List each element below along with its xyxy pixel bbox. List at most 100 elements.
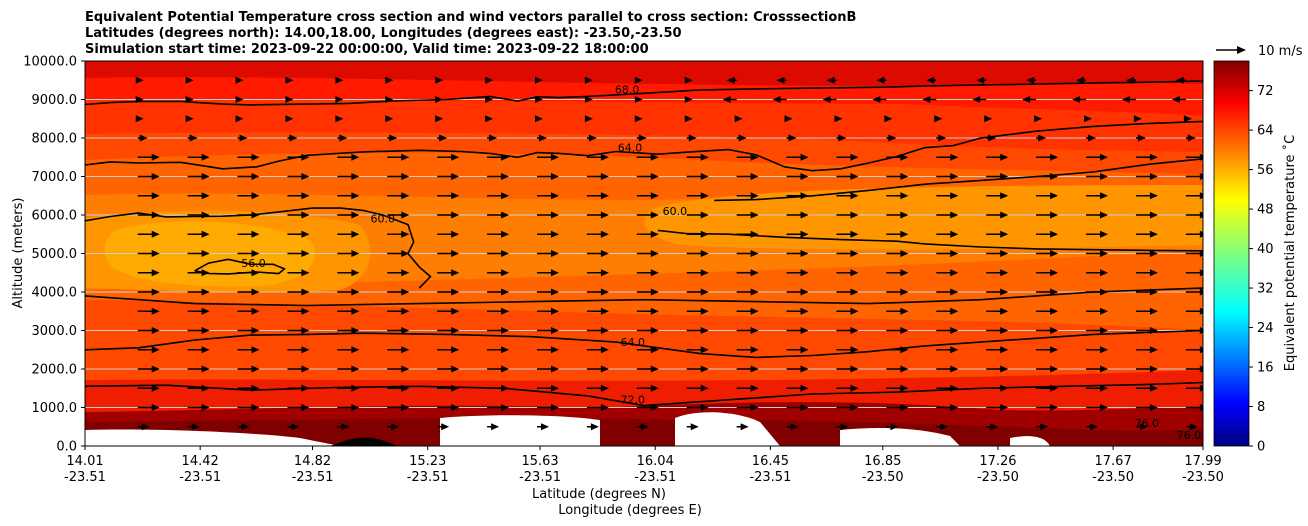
wind-arrow-head: [700, 192, 709, 200]
x-tick-label-lon: -23.51: [749, 470, 791, 485]
wind-arrow-head: [301, 211, 310, 219]
wind-arrow-head: [690, 423, 699, 431]
wind-arrow-head: [551, 269, 560, 277]
wind-arrow-head: [351, 173, 360, 180]
y-tick-label: 3000.0: [32, 324, 78, 339]
colorbar-tick-label: 24: [1257, 321, 1274, 336]
wind-arrow-head: [950, 230, 959, 238]
colorbar-label: Equivalent potential temperature ˚C: [1282, 135, 1298, 371]
contour-line: [85, 207, 432, 289]
wind-arrow-head: [700, 327, 709, 334]
wind-arrow-head: [900, 230, 909, 238]
wind-arrow-head: [201, 230, 210, 238]
wind-arrow-head: [600, 230, 609, 238]
wind-arrow-head: [1149, 173, 1158, 180]
wind-arrow-head: [501, 192, 510, 200]
wind-arrow-head: [1199, 365, 1203, 373]
wind-arrow-head: [950, 288, 959, 296]
wind-arrow-head: [239, 134, 248, 142]
wind-arrow-head: [501, 173, 510, 180]
wind-arrow-head: [451, 288, 460, 296]
wind-arrow-head: [750, 173, 759, 180]
wind-arrow-head: [151, 153, 160, 161]
wind-arrow-head: [351, 307, 360, 315]
wind-arrow-head: [351, 192, 360, 200]
wind-arrow-head: [650, 327, 659, 334]
wind-arrow-head: [700, 211, 709, 219]
wind-arrow-head: [900, 404, 909, 411]
contour-label: 64.0: [621, 336, 646, 349]
wind-arrow-head: [441, 423, 450, 431]
wind-arrow-head: [634, 115, 643, 123]
wind-arrow-head: [940, 423, 949, 431]
wind-arrow-head: [401, 404, 410, 411]
wind-arrow-head: [1149, 346, 1158, 354]
wind-arrow-head: [684, 76, 693, 84]
wind-arrow-head: [201, 346, 210, 354]
x-tick-label-lat: 16.04: [637, 454, 674, 469]
chart-title-line-3: Simulation start time: 2023-09-22 00:00:…: [85, 42, 649, 57]
wind-arrow-head: [351, 269, 360, 277]
contour-line: [85, 287, 1203, 307]
wind-arrow-head: [700, 384, 709, 392]
contour-line: [85, 120, 1203, 172]
wind-arrow-head: [990, 423, 999, 431]
wind-arrow-head: [341, 423, 350, 431]
wind-arrow-head: [451, 173, 460, 180]
wind-arrow-head: [1149, 250, 1158, 257]
wind-arrow-head: [435, 115, 444, 123]
wind-arrow-head: [1100, 250, 1109, 257]
y-tick-label: 1000.0: [32, 401, 78, 416]
wind-arrow-head: [738, 134, 747, 142]
wind-arrow-head: [1000, 404, 1009, 411]
wind-arrow-head: [1199, 211, 1203, 219]
x-tick-label-lon: -23.50: [1182, 470, 1224, 485]
wind-arrow-head: [638, 134, 647, 142]
wind-arrow-head: [850, 211, 859, 219]
wind-arrow-head: [289, 134, 298, 142]
wind-arrow-head: [235, 96, 244, 103]
wind-arrow-head: [600, 288, 609, 296]
wind-arrow-head: [684, 96, 693, 103]
wind-arrow-head: [700, 250, 709, 257]
wind-arrow-head: [600, 211, 609, 219]
wind-arrow-head: [451, 404, 460, 411]
wind-arrow-head: [984, 115, 993, 123]
terrain-black: [330, 437, 398, 446]
wind-arrow-head: [1100, 153, 1109, 161]
wind-arrow-head: [141, 423, 150, 431]
wind-arrow-head: [700, 269, 709, 277]
wind-arrow-head: [389, 134, 398, 142]
wind-arrow-head: [335, 96, 344, 103]
wind-arrow-head: [151, 269, 160, 277]
wind-arrow-head: [600, 269, 609, 277]
wind-arrow-head: [551, 173, 560, 180]
y-tick-label: 2000.0: [32, 363, 78, 378]
wind-arrow-head: [251, 404, 260, 411]
wind-arrow-head: [750, 211, 759, 219]
wind-arrow-head: [401, 327, 410, 334]
wind-arrow-head: [800, 269, 809, 277]
wind-arrow-head: [551, 288, 560, 296]
y-tick-label: 0.0: [56, 440, 77, 455]
wind-arrow-head: [151, 384, 160, 392]
wind-arrow-head: [1050, 346, 1059, 354]
wind-arrow-head: [900, 384, 909, 392]
wind-arrow-head: [822, 96, 831, 103]
wind-arrow-head: [1050, 153, 1059, 161]
wind-arrow-head: [600, 153, 609, 161]
wind-arrow-head: [826, 76, 835, 84]
wind-arrow-head: [750, 384, 759, 392]
wind-arrow-head: [151, 250, 160, 257]
wind-arrow-head: [251, 307, 260, 315]
wind-arrow-head: [950, 192, 959, 200]
wind-arrow-head: [185, 115, 194, 123]
wind-arrow-head: [301, 250, 310, 257]
x-tick-label-lon: -23.51: [634, 470, 676, 485]
contour-label: 72.0: [621, 394, 646, 407]
wind-arrow-head: [1034, 115, 1043, 123]
wind-arrow-head: [301, 327, 310, 334]
wind-arrow-head: [834, 115, 843, 123]
wind-arrow-head: [301, 288, 310, 296]
contour-label: 56.0: [241, 257, 266, 270]
